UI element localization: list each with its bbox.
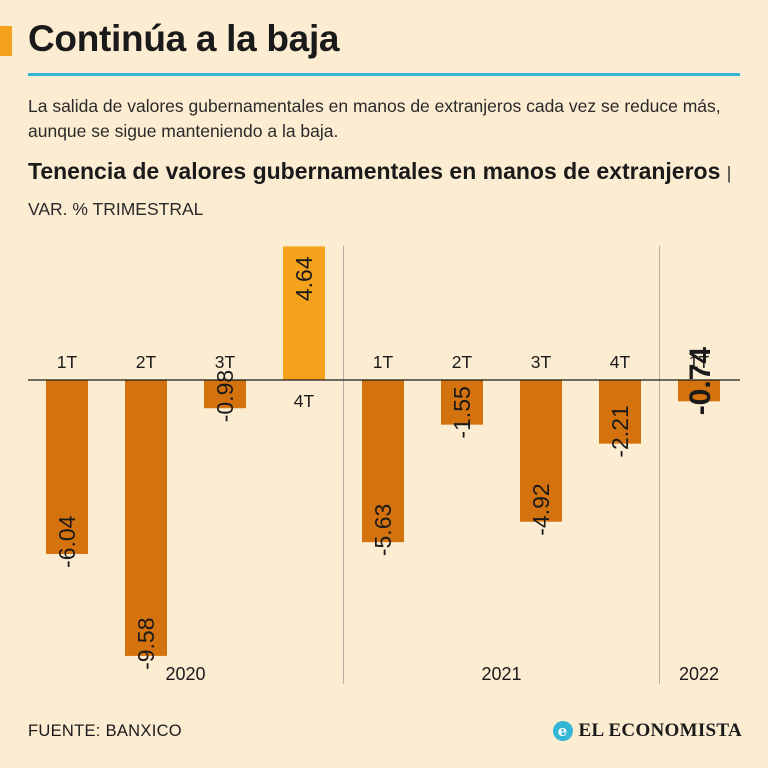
bar — [204, 380, 246, 409]
value-label: 4.64 — [291, 256, 317, 301]
category-label: 2T — [452, 352, 473, 372]
value-label: -1.55 — [449, 386, 475, 438]
bar — [520, 380, 562, 522]
category-label: 4T — [294, 391, 315, 411]
year-label: 2020 — [165, 664, 205, 684]
bar — [678, 380, 720, 402]
category-label: 2T — [136, 352, 157, 372]
category-label: 3T — [215, 352, 236, 372]
bar — [46, 380, 88, 554]
brand-logo: e EL ECONOMISTA — [552, 720, 743, 742]
bar — [362, 380, 404, 543]
bar — [125, 380, 167, 656]
value-label: -4.92 — [528, 483, 554, 535]
bar — [441, 380, 483, 425]
page-title: Continúa a la baja — [28, 18, 340, 59]
title-accent-bar — [0, 26, 12, 56]
e-logo-icon: e — [552, 721, 573, 741]
value-label: -0.98 — [212, 370, 238, 422]
value-label: -6.04 — [54, 515, 80, 568]
brand-name: EL ECONOMISTA — [578, 720, 742, 741]
category-label: 3T — [531, 352, 552, 372]
category-label: 1T — [57, 352, 78, 372]
value-label: -2.21 — [607, 405, 633, 457]
value-label: -5.63 — [370, 504, 396, 556]
title-rule — [28, 73, 740, 76]
subtitle: La salida de valores gubernamentales en … — [28, 96, 721, 141]
category-label: 1T — [373, 352, 394, 372]
chart-title-main: Tenencia de valores gubernamentales en m… — [28, 158, 721, 184]
chart-title: Tenencia de valores gubernamentales en m… — [28, 154, 740, 226]
category-label: 4T — [610, 352, 631, 372]
value-label: -0.74 — [684, 347, 717, 416]
chart-unit-label: VAR. % TRIMESTRAL — [28, 199, 204, 219]
source-note: FUENTE: BANXICO — [28, 722, 182, 740]
category-label: 1T — [689, 352, 710, 372]
year-label: 2021 — [481, 664, 521, 684]
year-label: 2022 — [679, 664, 719, 684]
chart-title-separator: | — [726, 163, 732, 183]
value-label: -9.58 — [133, 617, 159, 669]
bar — [599, 380, 641, 444]
bar — [283, 246, 325, 380]
